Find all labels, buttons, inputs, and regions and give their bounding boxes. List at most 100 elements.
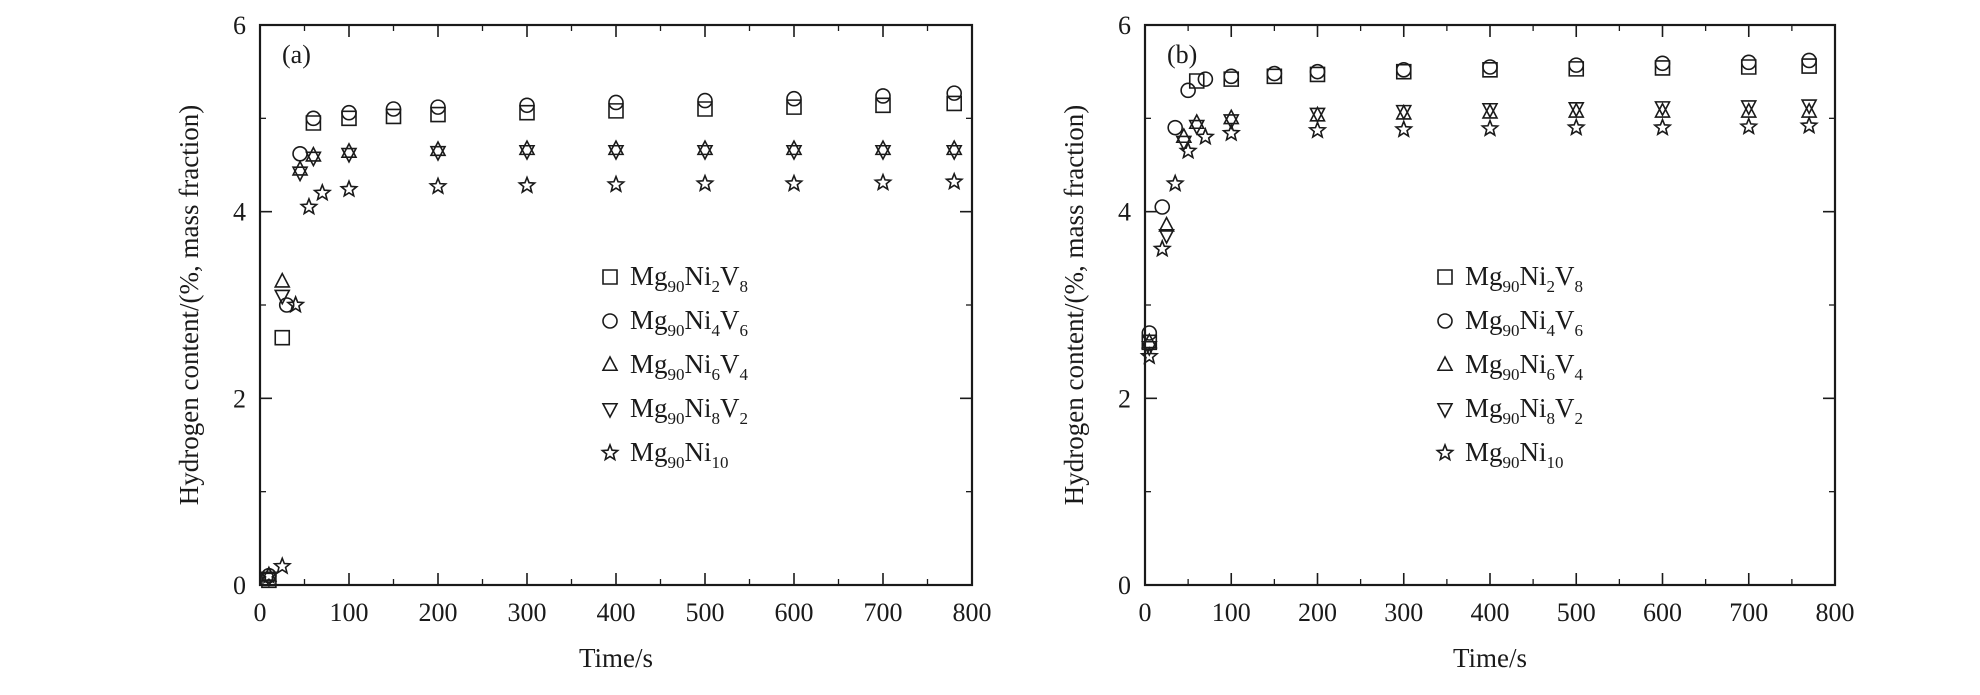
- data-point: [1480, 118, 1500, 137]
- legend-marker: [600, 442, 620, 462]
- data-point: [1482, 62, 1498, 78]
- x-tick-label: 700: [1729, 598, 1768, 627]
- data-point: [1158, 215, 1175, 232]
- data-point: [1568, 61, 1585, 77]
- data-point: [944, 171, 964, 191]
- data-point: [608, 94, 624, 111]
- data-point: [1188, 119, 1206, 136]
- y-tick-label: 6: [233, 11, 246, 40]
- data-point: [945, 139, 963, 156]
- data-point: [874, 139, 892, 156]
- x-tick-label: 400: [597, 598, 636, 627]
- data-point: [1307, 120, 1328, 139]
- legend-marker: [1436, 402, 1454, 419]
- data-point: [305, 110, 322, 127]
- data-point: [1800, 99, 1818, 116]
- data-point: [1654, 55, 1671, 72]
- data-point: [946, 85, 963, 101]
- data-point: [292, 146, 308, 162]
- data-point: [1309, 107, 1326, 124]
- data-point: [385, 101, 402, 117]
- data-point: [429, 145, 447, 162]
- data-point: [786, 99, 802, 115]
- legend: Mg90Ni2V8 Mg90Ni4V6 Mg90Ni6V4 Mg90Ni8V2 Mg90…: [1435, 261, 1584, 472]
- data-point: [697, 92, 713, 109]
- data-point: [1740, 59, 1757, 75]
- data-point: [1165, 173, 1185, 192]
- data-point: [695, 173, 715, 192]
- data-point: [1801, 52, 1817, 69]
- data-point: [784, 173, 804, 192]
- legend-entry: Mg90Ni4V6: [630, 305, 748, 340]
- data-point: [1800, 102, 1818, 118]
- chart-panel-a: 0 100 200 300 400 500 600 700 800 0 2 4 6 Time/s Hydro…: [174, 11, 992, 673]
- data-point: [785, 144, 803, 161]
- data-point: [875, 97, 891, 114]
- data-point: [305, 115, 322, 131]
- x-tick-label: 600: [1643, 598, 1682, 627]
- data-point: [1180, 82, 1196, 99]
- data-point: [696, 139, 714, 156]
- x-tick-label: 100: [1212, 598, 1251, 627]
- series-Mg90Ni6V4: [260, 139, 963, 582]
- legend: Mg90Ni2V8 Mg90Ni4V6 Mg90Ni6V4 Mg90Ni8V2 Mg90…: [600, 261, 749, 472]
- x-tick-label: 700: [864, 598, 903, 627]
- x-tick-label: 500: [1557, 598, 1596, 627]
- x-tick-label: 800: [953, 598, 992, 627]
- x-axis-title: Time/s: [1453, 643, 1527, 673]
- data-point: [430, 99, 446, 115]
- data-point: [1654, 102, 1671, 118]
- data-point: [1395, 103, 1413, 120]
- legend-marker: [1437, 269, 1453, 285]
- data-point: [1654, 60, 1671, 76]
- legend-marker: [602, 313, 618, 329]
- data-point: [1652, 117, 1673, 136]
- series-Mg90Ni10: [259, 171, 964, 584]
- data-point: [1309, 63, 1326, 80]
- x-tick-label: 500: [686, 598, 725, 627]
- x-tick-label: 200: [1298, 598, 1337, 627]
- series-Mg90Ni8V2: [1140, 99, 1818, 357]
- data-point: [1481, 102, 1499, 119]
- x-tick-label: 0: [254, 598, 267, 627]
- data-point: [519, 97, 535, 114]
- data-point: [1740, 100, 1758, 116]
- data-point: [1195, 126, 1216, 146]
- data-point: [278, 297, 295, 313]
- panel-label: (b): [1167, 40, 1197, 69]
- data-point: [259, 565, 279, 584]
- data-point: [429, 140, 447, 157]
- data-point: [339, 179, 359, 198]
- legend-entry: Mg90Ni2V8: [1465, 261, 1583, 296]
- y-axis-title: Hydrogen content/(%, mass fraction): [1059, 105, 1089, 505]
- data-point: [607, 139, 625, 156]
- series-Mg90Ni4V6: [1141, 52, 1817, 341]
- data-point: [341, 104, 357, 121]
- legend-entry: Mg90Ni8V2: [630, 393, 748, 428]
- data-point: [1222, 114, 1240, 130]
- data-point: [1175, 127, 1193, 144]
- data-point: [1654, 101, 1671, 117]
- x-tick-label: 200: [419, 598, 458, 627]
- chart-panel-b: 0 100 200 300 400 500 600 700 800 0 2 4 6 Time/s Hydro…: [1059, 11, 1855, 673]
- data-point: [428, 176, 448, 195]
- x-tick-label: 300: [508, 598, 547, 627]
- y-tick-label: 6: [1118, 11, 1131, 40]
- data-point: [1482, 59, 1498, 75]
- data-point: [1223, 68, 1240, 85]
- data-point: [945, 144, 963, 161]
- y-tick-label: 0: [1118, 571, 1131, 600]
- data-point: [1154, 199, 1171, 215]
- y-tick-label: 2: [233, 384, 246, 413]
- data-point: [946, 95, 962, 112]
- data-point: [299, 196, 319, 216]
- data-point: [305, 151, 322, 168]
- data-point: [1309, 105, 1326, 122]
- data-point: [1395, 63, 1412, 80]
- legend-entry: Mg90Ni4V6: [1465, 305, 1583, 340]
- data-point: [1266, 65, 1283, 82]
- data-point: [1141, 325, 1158, 341]
- data-point: [1566, 117, 1586, 136]
- data-point: [1158, 228, 1175, 245]
- legend-entry: Mg90Ni10: [1465, 437, 1564, 472]
